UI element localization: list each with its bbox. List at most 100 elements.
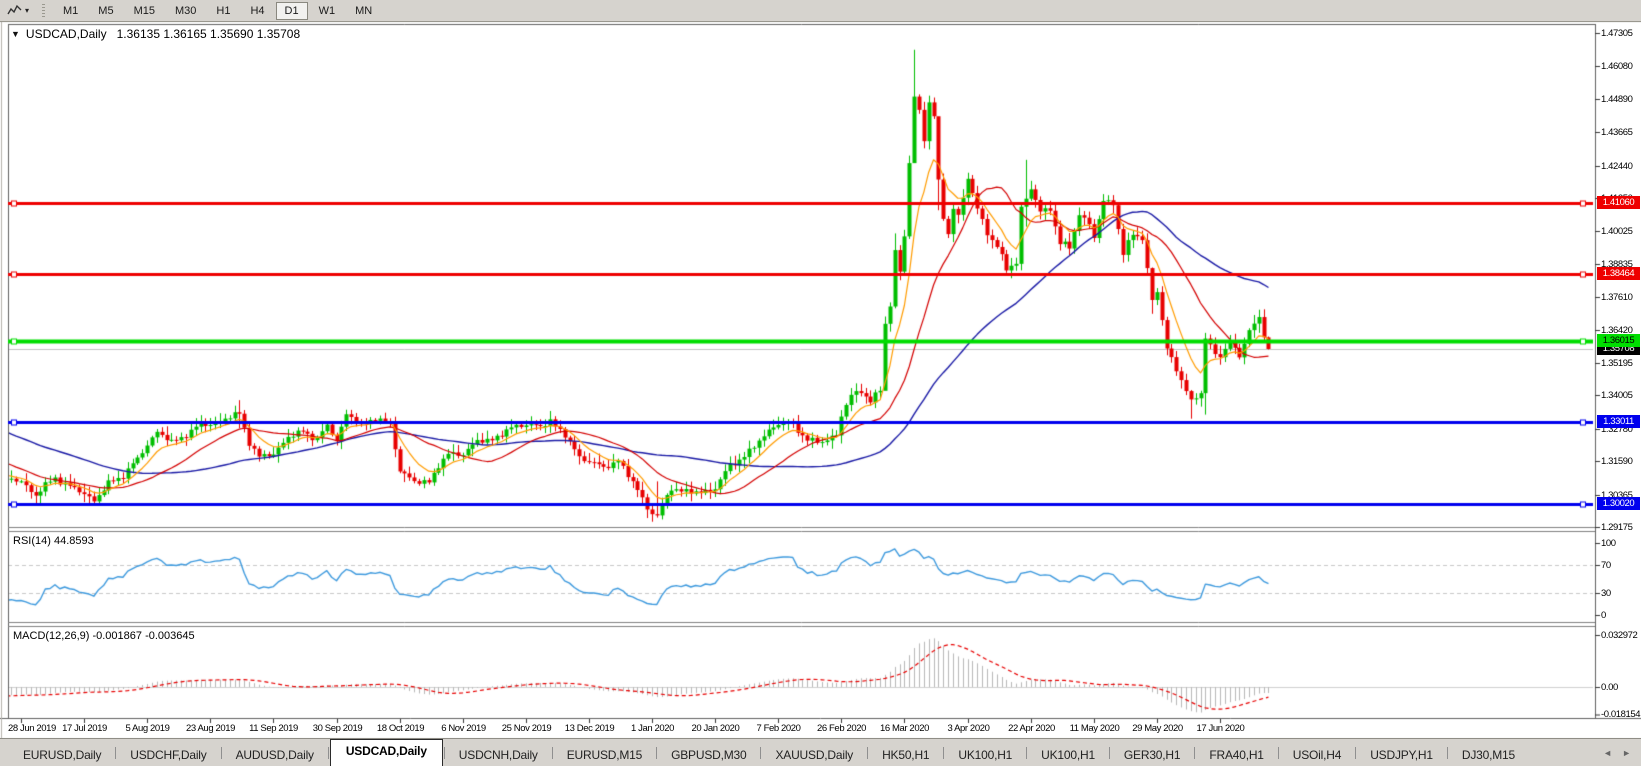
timeframe-button-m15[interactable]: M15 bbox=[133, 4, 155, 17]
tab-separator bbox=[1446, 747, 1448, 759]
chart-tab-hk50-h1[interactable]: HK50,H1 bbox=[882, 748, 930, 762]
chart-tab-xauusd-daily[interactable]: XAUUSD,Daily bbox=[775, 748, 854, 762]
date-axis-label: 25 Nov 2019 bbox=[501, 723, 552, 734]
tab-separator bbox=[220, 747, 222, 759]
macd-axis-tick: 0.032972 bbox=[1601, 629, 1638, 641]
tab-separator bbox=[1108, 747, 1110, 759]
chart-tab-eurusd-m15[interactable]: EURUSD,M15 bbox=[566, 748, 643, 762]
date-axis-label: 11 May 2020 bbox=[1069, 723, 1120, 734]
tab-separator bbox=[943, 747, 945, 759]
rsi-axis-tick: 30 bbox=[1601, 587, 1611, 599]
chart-tab-usoil-h4[interactable]: USOil,H4 bbox=[1292, 748, 1342, 762]
toolbar-grip[interactable] bbox=[42, 3, 46, 18]
price-axis-tick: 1.31590 bbox=[1601, 455, 1633, 467]
tab-separator bbox=[443, 747, 445, 759]
price-axis-tick: 1.38835 bbox=[1601, 258, 1633, 270]
date-axis-label: 3 Apr 2020 bbox=[947, 723, 990, 734]
date-axis-label: 23 Aug 2019 bbox=[186, 723, 235, 734]
date-axis-label: 22 Apr 2020 bbox=[1008, 723, 1055, 734]
price-axis-tick: 1.46080 bbox=[1601, 60, 1633, 72]
date-axis-label: 26 Feb 2020 bbox=[817, 723, 866, 734]
tab-separator bbox=[1026, 747, 1028, 759]
date-axis-label: 1 Jan 2020 bbox=[630, 723, 675, 734]
chart-tab-usdcad-daily[interactable]: USDCAD,Daily bbox=[329, 739, 443, 766]
chart-tab-bar: EURUSD,Daily USDCHF,Daily AUDUSD,Daily USDC… bbox=[0, 738, 1641, 766]
tab-scroll-left-icon[interactable]: ◄ bbox=[1603, 748, 1613, 758]
rsi-axis-tick: 100 bbox=[1601, 537, 1616, 549]
date-axis-label: 11 Sep 2019 bbox=[249, 723, 298, 734]
date-axis-label: 13 Dec 2019 bbox=[564, 723, 615, 734]
chevron-down-icon[interactable]: ▾ bbox=[25, 6, 30, 15]
tab-separator bbox=[1194, 747, 1196, 759]
price-axis-tick: 1.43665 bbox=[1601, 126, 1633, 138]
date-axis-label: 7 Feb 2020 bbox=[756, 723, 801, 734]
tab-separator bbox=[656, 747, 658, 759]
hline-price-label: 1.41060 bbox=[1597, 196, 1640, 209]
tab-separator bbox=[760, 747, 762, 759]
date-axis-label: 29 May 2020 bbox=[1132, 723, 1183, 734]
hline-price-label: 1.36015 bbox=[1597, 334, 1640, 347]
tab-scroll-right-icon[interactable]: ► bbox=[1622, 748, 1631, 758]
hline-price-label: 1.33011 bbox=[1597, 415, 1640, 428]
tab-separator bbox=[1355, 747, 1357, 759]
chart-tab-eurusd-daily[interactable]: EURUSD,Daily bbox=[23, 748, 102, 762]
timeframe-button-w1[interactable]: W1 bbox=[318, 4, 336, 17]
timeframe-button-h1[interactable]: H1 bbox=[216, 4, 231, 17]
timeframe-button-m1[interactable]: M1 bbox=[63, 4, 79, 17]
tab-separator bbox=[551, 747, 553, 759]
chart-symbol-label: USDCAD,Daily bbox=[25, 27, 107, 41]
price-axis-tick: 1.32780 bbox=[1601, 423, 1633, 435]
date-axis-label: 30 Sep 2019 bbox=[312, 723, 363, 734]
date-axis-label: 28 Jun 2019 bbox=[8, 723, 56, 734]
timeframe-button-m5[interactable]: M5 bbox=[98, 4, 114, 17]
date-axis-label: 17 Jul 2019 bbox=[62, 723, 107, 734]
tab-separator bbox=[867, 747, 869, 759]
rsi-axis-tick: 0 bbox=[1601, 609, 1606, 621]
chart-tab-uk100-h1[interactable]: UK100,H1 bbox=[1041, 748, 1095, 762]
date-axis-label: 20 Jan 2020 bbox=[691, 723, 740, 734]
chart-line-icon bbox=[7, 4, 22, 15]
chart-tab-usdcnh-daily[interactable]: USDCNH,Daily bbox=[458, 748, 538, 762]
price-axis-tick: 1.29175 bbox=[1601, 521, 1633, 533]
chart-tab-ger30-h1[interactable]: GER30,H1 bbox=[1123, 748, 1181, 762]
date-axis-label: 18 Oct 2019 bbox=[376, 723, 425, 734]
hline-price-label: 1.38464 bbox=[1597, 267, 1640, 280]
chart-tab-audusd-daily[interactable]: AUDUSD,Daily bbox=[235, 748, 314, 762]
price-axis-tick: 1.34005 bbox=[1601, 389, 1633, 401]
price-axis-tick: 1.40025 bbox=[1601, 225, 1633, 237]
timeframe-button-d1[interactable]: D1 bbox=[275, 1, 308, 20]
timeframe-button-h4[interactable]: H4 bbox=[250, 4, 265, 17]
line-studies-tool-button[interactable]: ▾ bbox=[4, 3, 32, 18]
macd-indicator-label: MACD(12,26,9) -0.001867 -0.003645 bbox=[13, 630, 195, 642]
tab-separator bbox=[1277, 747, 1279, 759]
tab-separator bbox=[327, 747, 329, 759]
hline-price-label: 1.30020 bbox=[1597, 497, 1640, 510]
price-axis-tick: 1.37610 bbox=[1601, 291, 1633, 303]
macd-axis-tick: -0.018154 bbox=[1601, 709, 1641, 720]
tab-scroll-nav: ◄ ► bbox=[1603, 748, 1631, 758]
timeframe-button-m30[interactable]: M30 bbox=[174, 4, 197, 17]
price-axis-tick: 1.42440 bbox=[1601, 160, 1633, 172]
date-axis-label: 16 Mar 2020 bbox=[880, 723, 929, 734]
chart-tab-fra40-h1[interactable]: FRA40,H1 bbox=[1209, 748, 1264, 762]
rsi-indicator-label: RSI(14) 44.8593 bbox=[13, 535, 94, 547]
top-toolbar: ▾ M1 M5 M15 M30 H1 H4 D1 W1 MN bbox=[0, 0, 1641, 22]
chart-tab-usdchf-daily[interactable]: USDCHF,Daily bbox=[130, 748, 207, 762]
price-axis-tick: 1.35195 bbox=[1601, 357, 1633, 369]
chart-tabs: EURUSD,Daily USDCHF,Daily AUDUSD,Daily USDC… bbox=[10, 739, 1528, 766]
chart-tab-usdjpy-h1[interactable]: USDJPY,H1 bbox=[1370, 748, 1433, 762]
one-click-trading-collapse-icon[interactable]: ▼ bbox=[11, 29, 20, 39]
chart-header: ▼ USDCAD,Daily 1.36135 1.36165 1.35690 1… bbox=[11, 27, 300, 41]
date-axis-label: 17 Jun 2020 bbox=[1196, 723, 1245, 734]
timeframe-button-mn[interactable]: MN bbox=[355, 4, 373, 17]
chart-tab-gbpusd-m30[interactable]: GBPUSD,M30 bbox=[671, 748, 747, 762]
price-axis-tick: 1.36420 bbox=[1601, 324, 1633, 336]
tab-separator bbox=[115, 747, 117, 759]
chart-tab-dj30-m15[interactable]: DJ30,M15 bbox=[1461, 748, 1515, 762]
macd-axis-tick: 0.00 bbox=[1601, 681, 1618, 693]
timeframe-toolbar: M1 M5 M15 M30 H1 H4 D1 W1 MN bbox=[53, 1, 382, 20]
chart-tab-uk100-h1[interactable]: UK100,H1 bbox=[958, 748, 1013, 762]
price-axis-tick: 1.44890 bbox=[1601, 93, 1633, 105]
